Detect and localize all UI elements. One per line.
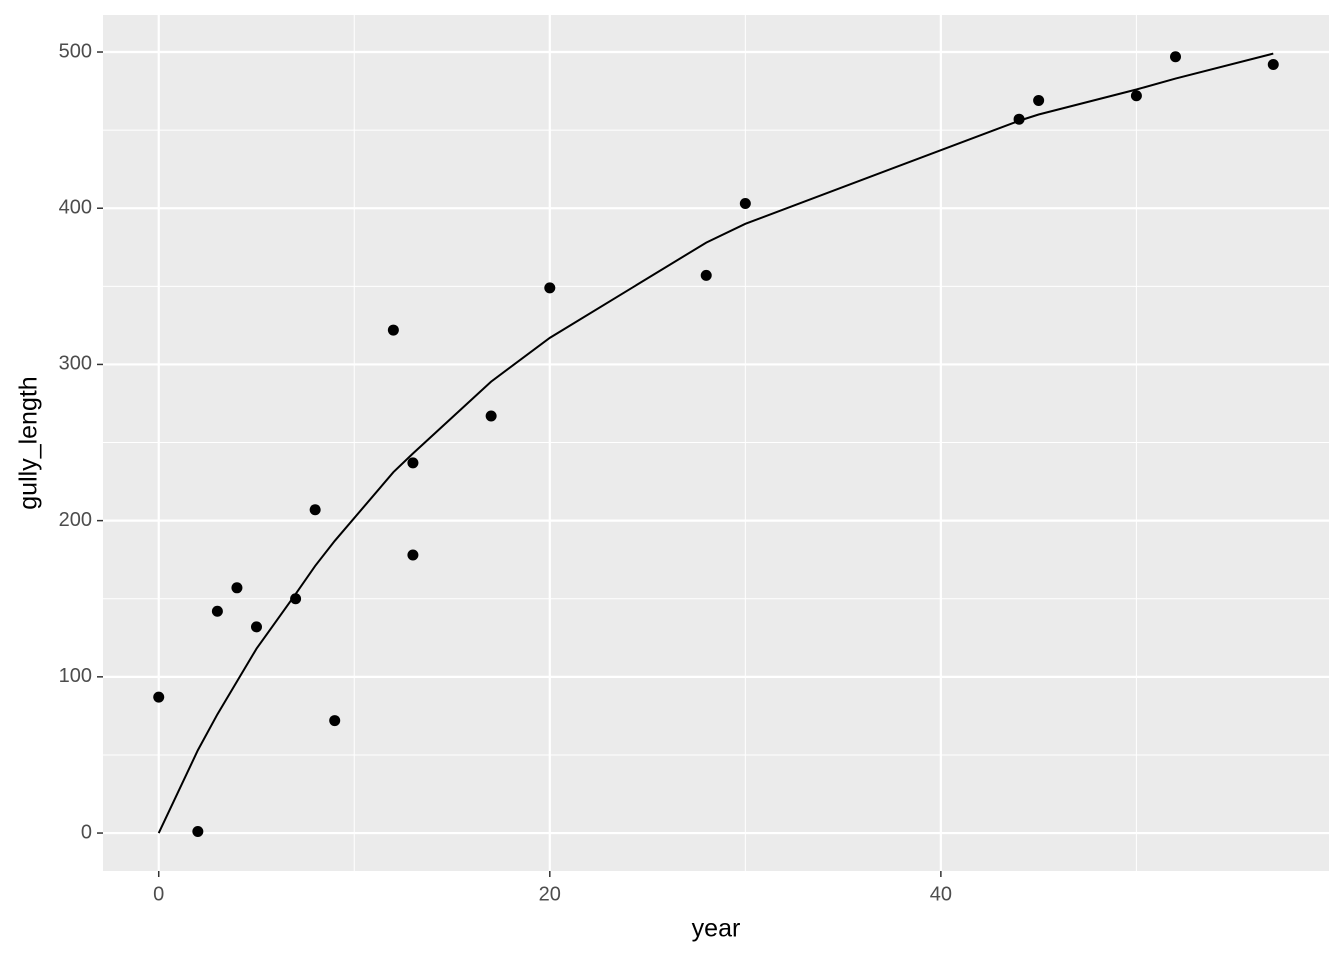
x-tick-label: 20 (539, 883, 561, 905)
point (309, 504, 321, 516)
y-axis-title: gully_length (15, 376, 43, 509)
point (544, 282, 556, 294)
y-tick-label: 300 (59, 353, 92, 375)
point (290, 593, 302, 605)
point (407, 457, 419, 469)
point (1267, 59, 1279, 71)
fit-line (157, 52, 1274, 834)
point (1013, 113, 1025, 125)
point (700, 269, 712, 281)
y-tick-label: 200 (59, 509, 92, 531)
point (211, 605, 223, 617)
point (1033, 94, 1045, 106)
y-tick-label: 100 (59, 665, 92, 687)
point (485, 410, 497, 422)
point (192, 825, 204, 837)
y-tick-label: 0 (81, 821, 92, 843)
y-tick-label: 500 (59, 40, 92, 62)
point (407, 549, 419, 561)
point (1130, 90, 1142, 102)
x-tick-label: 0 (153, 883, 164, 905)
point (387, 324, 399, 336)
x-axis-title: year (692, 915, 741, 943)
point (231, 582, 243, 594)
y-tick-label: 400 (59, 197, 92, 219)
x-tick-label: 40 (930, 883, 952, 905)
point (739, 198, 751, 210)
point (250, 621, 262, 633)
point (153, 691, 165, 703)
point (1170, 51, 1182, 63)
point (329, 715, 341, 727)
